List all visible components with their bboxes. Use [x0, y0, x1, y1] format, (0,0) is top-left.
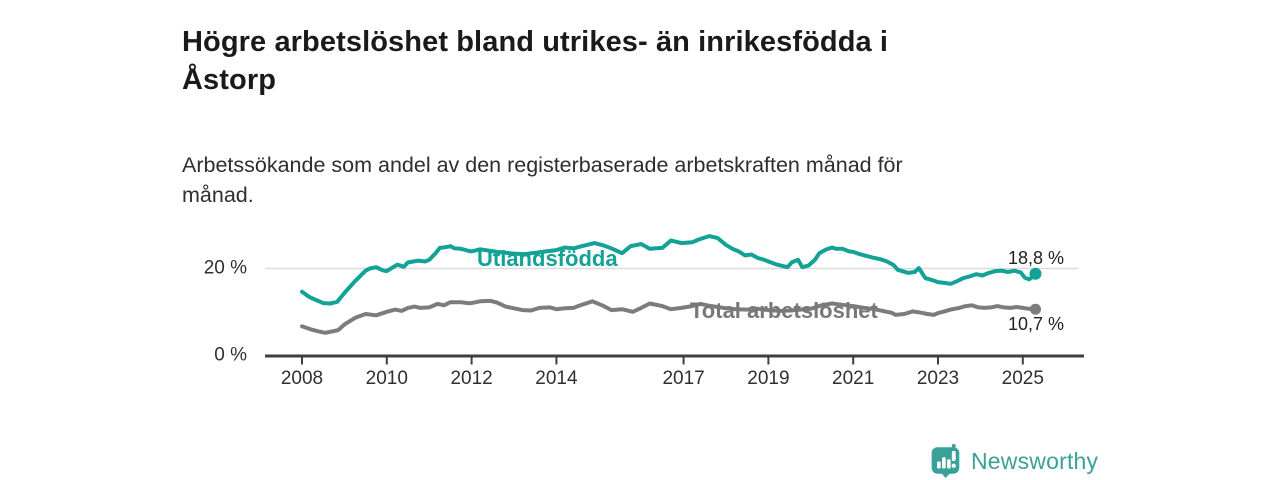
x-tick-label-2017: 2017 — [662, 368, 705, 389]
x-tick-label-2023: 2023 — [916, 368, 960, 389]
total-arbetsloshet-line — [300, 298, 1038, 335]
x-tick-label-2019: 2019 — [747, 368, 790, 389]
total-end-dot — [1030, 303, 1041, 315]
series-label-total-arbetsloshet: Total arbetslöshet — [690, 298, 878, 323]
x-tick-label-2025: 2025 — [1001, 368, 1044, 389]
newsworthy-brand: Newsworthy — [931, 444, 1098, 478]
subtitle-line-2: månad. — [182, 182, 254, 207]
x-tick-label-2010: 2010 — [365, 368, 408, 389]
x-tick-label-2021: 2021 — [832, 368, 875, 389]
series-label-utlandsfodda: Utlandsfödda — [477, 246, 618, 271]
x-tick-label-2014: 2014 — [535, 368, 578, 389]
utlandsfodda-line — [300, 234, 1038, 306]
chart-subtitle: Arbetssökande som andel av den registerb… — [182, 150, 1082, 210]
y-tick-label-20: 20 % — [203, 257, 247, 279]
title-line-1: Högre arbetslöshet bland utrikes- än inr… — [182, 26, 889, 59]
utlandsfodda-end-dot — [1029, 267, 1042, 280]
newsworthy-logo-icon — [931, 444, 960, 478]
x-ticks — [301, 356, 1024, 365]
y-tick-label-0: 0 % — [214, 344, 247, 366]
x-tick-label-2008: 2008 — [280, 368, 324, 389]
x-tick-label-2012: 2012 — [450, 368, 493, 389]
title-line-2: Åstorp — [182, 64, 277, 97]
newsworthy-brand-name: Newsworthy — [971, 447, 1099, 474]
value-label-total-arbetsloshet: 10,7 % — [1008, 314, 1065, 334]
subtitle-line-1: Arbetssökande som andel av den registerb… — [182, 152, 903, 177]
page-title: Högre arbetslöshet bland utrikes- än inr… — [182, 23, 1142, 99]
value-label-utlandsfodda: 18,8 % — [1008, 248, 1065, 268]
